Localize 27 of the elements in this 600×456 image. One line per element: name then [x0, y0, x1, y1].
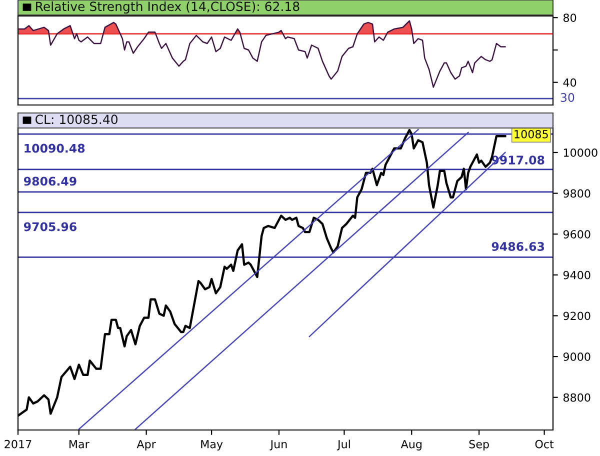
chart-title: CL: 10085.40 [36, 114, 118, 124]
x-tick-label: Jun [270, 440, 287, 450]
y-tick-label: 9800 [563, 189, 590, 198]
line-series [18, 20, 506, 88]
ref-line-label: 30 [560, 93, 574, 102]
y-tick-label: 9000 [563, 352, 590, 361]
ref-line-label: 9806.49 [24, 176, 76, 186]
chart-title: Relative Strength Index (14,CLOSE): 62.18 [36, 1, 300, 14]
ref-line-label: 9705.96 [24, 222, 76, 232]
y-tick-label: 80 [563, 14, 576, 22]
x-tick-label: Jul [336, 440, 350, 450]
y-tick-label: 10000 [564, 148, 598, 157]
y-tick-label: 9600 [563, 230, 590, 238]
annotation: 10085 [514, 130, 548, 138]
x-tick-label: Oct [535, 440, 554, 448]
x-tick-label: Aug [400, 440, 422, 450]
y-tick-label: 8800 [563, 393, 590, 402]
ref-line-label: 10090.48 [24, 144, 85, 153]
x-tick-label: May [201, 440, 223, 450]
y-tick-label: 40 [563, 78, 576, 87]
ref-line-label: 9486.63 [492, 242, 544, 251]
x-tick-label: Mar [70, 440, 90, 448]
x-tick-label: Apr [136, 440, 156, 450]
x-tick-label: 2017 [4, 440, 32, 448]
x-tick-label: Sep [469, 440, 489, 450]
y-tick-label: 9400 [563, 270, 590, 280]
y-tick-label: 9200 [563, 312, 590, 320]
